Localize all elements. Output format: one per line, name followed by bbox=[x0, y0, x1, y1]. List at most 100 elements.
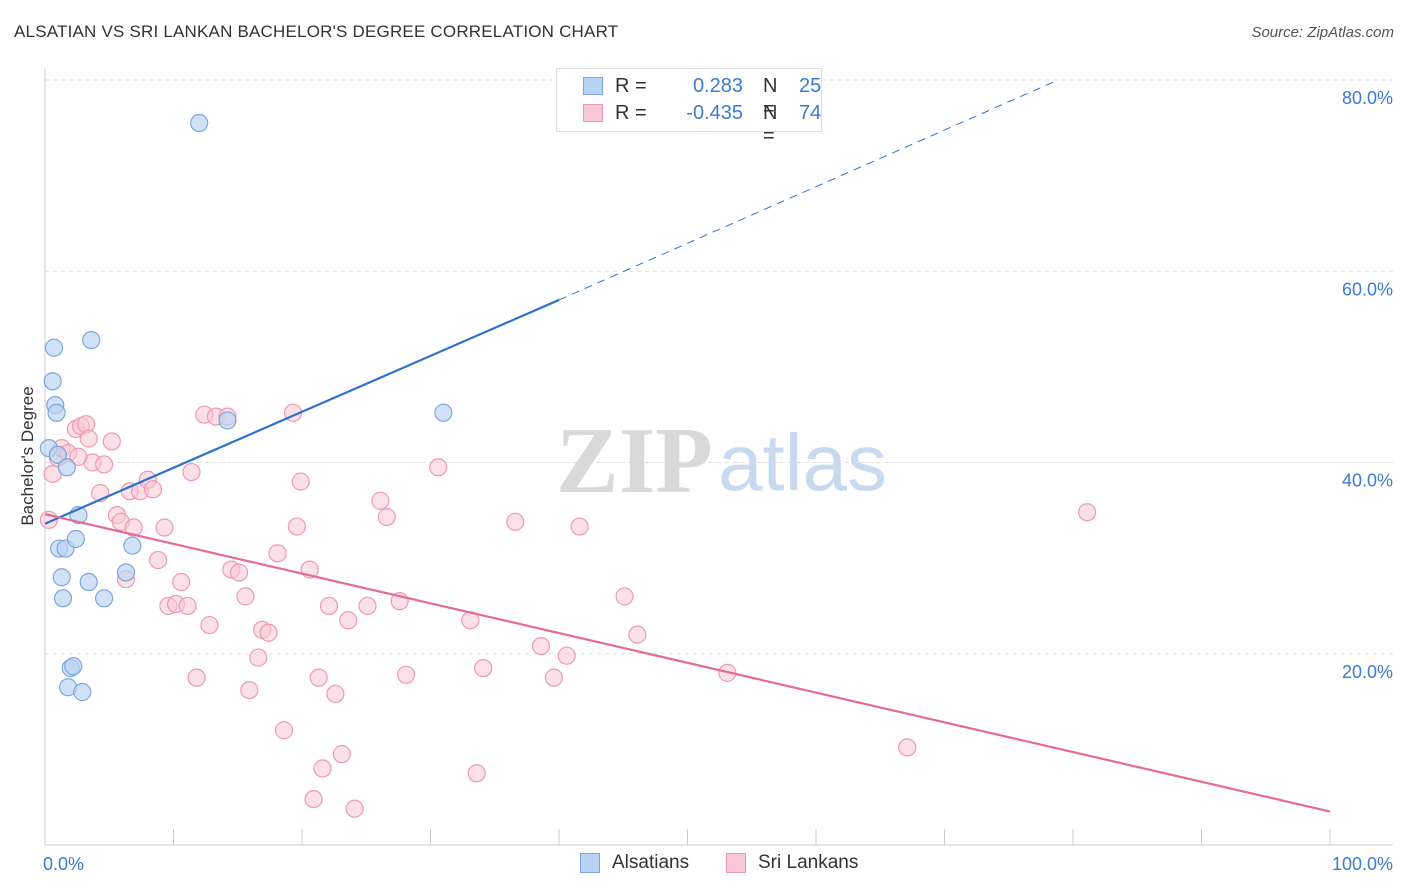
srilankan-point bbox=[377, 507, 396, 527]
srilankan-point bbox=[79, 429, 98, 448]
alsatian-point bbox=[44, 338, 64, 357]
y-axis-label: Bachelor's Degree bbox=[18, 386, 37, 525]
srilankan-point bbox=[182, 462, 201, 482]
legend-r-label: R = bbox=[615, 75, 647, 97]
srilankan-point bbox=[148, 550, 168, 570]
correlation-legend: R = 0.283 N = 25 R = -0.435 N = 74 bbox=[556, 68, 822, 147]
srilankan-point bbox=[124, 518, 143, 537]
y-tick-label: 80.0% bbox=[1342, 88, 1393, 108]
srilankan-point bbox=[339, 611, 358, 630]
alsatian-point bbox=[66, 529, 85, 549]
srilankan-trend-line bbox=[44, 513, 1331, 813]
alsatian-point bbox=[218, 411, 237, 430]
srilankan-point bbox=[287, 517, 306, 536]
srilankan-point bbox=[240, 680, 259, 700]
alsatian-point bbox=[95, 589, 114, 608]
alsatian-point bbox=[123, 536, 142, 555]
srilankan-point bbox=[69, 447, 88, 466]
alsatian-point bbox=[82, 331, 101, 350]
source-label: Source: ZipAtlas.com bbox=[1251, 24, 1394, 41]
grid-lines bbox=[45, 79, 1393, 655]
x-tick-label: 100.0% bbox=[1332, 854, 1393, 874]
srilankan-point bbox=[304, 789, 323, 809]
alsatian-trend-line bbox=[44, 298, 560, 525]
legend-r-value: -0.435 bbox=[686, 102, 743, 124]
legend-n-label: N = bbox=[763, 102, 778, 147]
legend-n-label: N = bbox=[763, 75, 778, 120]
srilankan-point bbox=[102, 432, 121, 451]
x-tick-label: 0.0% bbox=[43, 854, 84, 874]
watermark-atlas: atlas bbox=[718, 418, 887, 507]
chart-title: ALSATIAN VS SRI LANKAN BACHELOR'S DEGREE… bbox=[14, 22, 619, 41]
srilankan-point bbox=[332, 745, 351, 764]
srilankan-point bbox=[615, 587, 634, 606]
srilankan-point bbox=[358, 596, 377, 616]
srilankan-point bbox=[229, 563, 249, 582]
legend-r-value: 0.283 bbox=[692, 75, 743, 97]
srilankan-point bbox=[319, 596, 339, 616]
y-tick-label: 20.0% bbox=[1342, 662, 1393, 682]
alsatian-legend-swatch bbox=[580, 853, 600, 873]
alsatian-point bbox=[52, 568, 71, 587]
srilankan-point bbox=[570, 517, 589, 536]
alsatian-point bbox=[48, 445, 67, 464]
tick-labels: 20.0% 40.0% 60.0% 80.0% 0.0% 100.0% bbox=[43, 88, 1393, 874]
srilankan-point bbox=[396, 665, 416, 684]
alsatian-point bbox=[79, 572, 98, 592]
srilankan-point bbox=[557, 646, 576, 665]
srilankan-swatch bbox=[583, 104, 603, 122]
legend-n-value: 25 bbox=[799, 75, 822, 97]
alsatian-point bbox=[57, 458, 76, 477]
alsatian-point bbox=[47, 403, 66, 422]
srilankan-legend-swatch bbox=[726, 853, 746, 873]
alsatian-swatch bbox=[583, 77, 603, 95]
alsatian-point bbox=[64, 657, 83, 676]
srilankan-point bbox=[187, 668, 206, 687]
srilankan-point bbox=[249, 648, 268, 667]
srilankan-point bbox=[200, 615, 219, 635]
srilankan-point bbox=[259, 623, 278, 642]
srilankan-legend-label: Sri Lankans bbox=[758, 852, 859, 873]
srilankan-point bbox=[531, 636, 551, 656]
srilankan-point bbox=[274, 721, 294, 740]
alsatian-point bbox=[53, 589, 73, 608]
alsatian-legend-label: Alsatians bbox=[612, 852, 690, 873]
srilankan-point bbox=[143, 480, 163, 499]
alsatian-point bbox=[73, 682, 92, 702]
srilankan-point bbox=[628, 625, 647, 644]
srilankan-point bbox=[268, 544, 287, 563]
axes bbox=[44, 68, 1393, 846]
srilankan-point bbox=[544, 668, 563, 687]
srilankan-point bbox=[236, 587, 255, 606]
srilankan-point bbox=[474, 658, 493, 678]
legend-r-label: R = bbox=[615, 102, 647, 124]
srilankan-point bbox=[291, 472, 310, 491]
srilankan-point bbox=[1078, 503, 1097, 522]
alsatian-point bbox=[43, 372, 62, 391]
watermark: ZIP atlas bbox=[556, 409, 887, 513]
srilankan-point bbox=[95, 455, 114, 474]
y-tick-label: 60.0% bbox=[1342, 279, 1393, 299]
srilankan-point bbox=[178, 596, 197, 616]
srilankan-point bbox=[313, 759, 332, 778]
trend-lines bbox=[44, 81, 1331, 813]
srilankan-point bbox=[467, 764, 486, 783]
srilankan-point bbox=[371, 491, 390, 510]
alsatian-point bbox=[116, 563, 136, 582]
srilankan-point bbox=[345, 799, 364, 818]
sri-lankan-points bbox=[39, 403, 1097, 818]
srilankan-point bbox=[172, 572, 191, 592]
srilankan-point bbox=[326, 684, 345, 704]
alsatian-point bbox=[190, 113, 209, 133]
y-tick-label: 40.0% bbox=[1342, 471, 1393, 491]
alsatian-trend-extension bbox=[558, 81, 1054, 301]
srilankan-point bbox=[898, 738, 917, 757]
srilankan-point bbox=[309, 668, 328, 687]
srilankan-point bbox=[155, 518, 174, 537]
alsatian-points bbox=[39, 113, 453, 702]
legend-n-value: 74 bbox=[799, 102, 822, 124]
srilankan-point bbox=[429, 458, 448, 477]
srilankan-point bbox=[506, 512, 525, 531]
watermark-zip: ZIP bbox=[556, 409, 713, 513]
